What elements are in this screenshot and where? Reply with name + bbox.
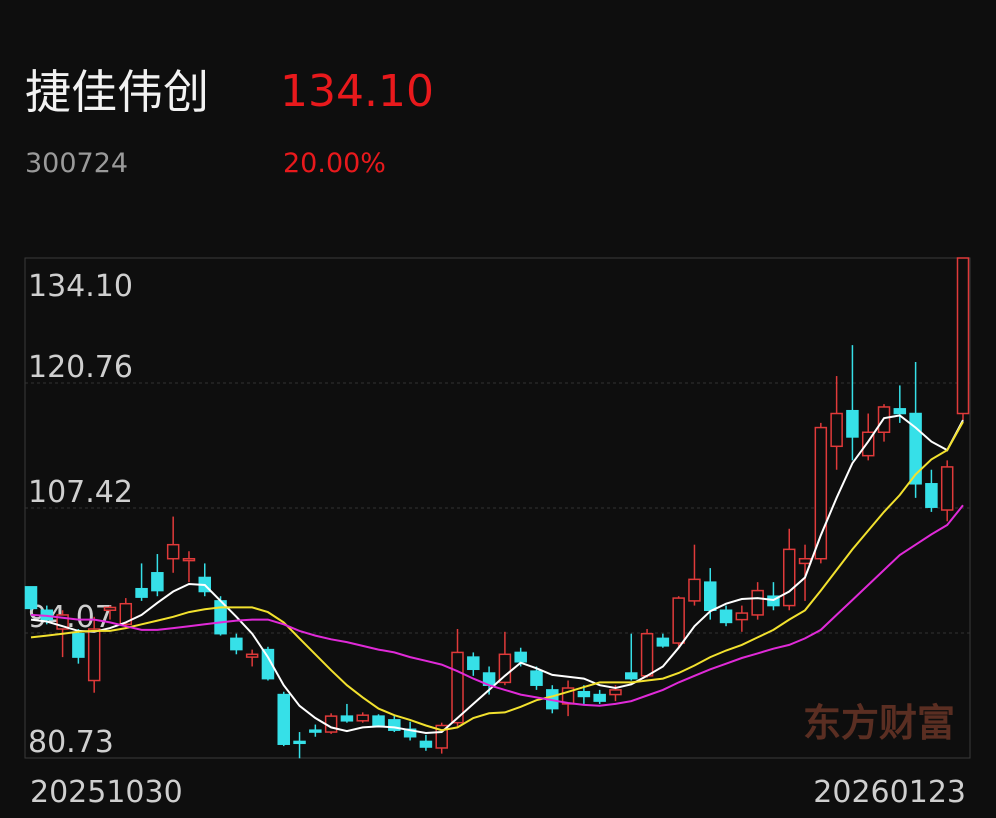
candle-body xyxy=(340,715,354,722)
candle-body xyxy=(103,606,117,612)
candle-body xyxy=(498,653,512,684)
candle-body xyxy=(151,572,164,592)
candle-body xyxy=(609,689,622,696)
candle-body xyxy=(814,426,828,560)
candle-body xyxy=(593,693,606,702)
candle-body xyxy=(735,612,749,621)
candle-body xyxy=(940,466,954,511)
candle-body xyxy=(640,632,654,677)
candle-body xyxy=(245,653,259,658)
candle-body xyxy=(372,715,385,727)
candle-body xyxy=(846,409,859,438)
candle-body xyxy=(704,581,717,612)
candle-body xyxy=(56,614,69,630)
stock-name: 捷佳伟创 xyxy=(25,65,209,119)
y-tick-label: 80.73 xyxy=(28,725,114,760)
candle-body xyxy=(719,609,733,624)
x-tick-label: 20251030 xyxy=(30,775,183,810)
candle-body xyxy=(782,548,796,607)
candle-body xyxy=(230,637,243,651)
candle-body xyxy=(830,412,843,448)
moving-average-line xyxy=(30,421,964,732)
candle-body xyxy=(530,670,543,686)
candle-body xyxy=(388,719,401,731)
candle-body xyxy=(625,672,638,680)
candle-body xyxy=(261,648,275,680)
y-tick-label: 120.76 xyxy=(28,350,133,385)
candle-body xyxy=(309,729,322,733)
candle-body xyxy=(135,587,148,598)
candle-body xyxy=(956,257,970,415)
candle-body xyxy=(656,637,670,647)
candle-body xyxy=(467,656,480,671)
moving-average-line xyxy=(30,414,964,735)
candle-body xyxy=(861,431,875,457)
x-tick-label: 20260123 xyxy=(813,775,966,810)
candle-body xyxy=(577,691,591,698)
candle-body xyxy=(182,557,196,562)
watermark: 东方财富 xyxy=(803,701,955,745)
candle-body xyxy=(24,586,38,610)
stock-change: 20.00% xyxy=(283,148,386,179)
candle-body xyxy=(451,651,464,724)
candle-body xyxy=(119,602,133,626)
candle-body xyxy=(72,632,85,658)
candle-body xyxy=(277,693,290,745)
candle-body xyxy=(672,597,685,644)
stock-price: 134.10 xyxy=(280,66,434,117)
candle-body xyxy=(356,714,369,722)
candle-body xyxy=(87,628,101,682)
candle-body xyxy=(925,483,938,508)
candle-body xyxy=(893,408,907,415)
candle-body xyxy=(751,589,764,616)
stock-code: 300724 xyxy=(25,148,128,179)
candle-body xyxy=(419,740,433,748)
candle-body xyxy=(293,740,306,745)
candle-body xyxy=(688,578,701,602)
candle-body xyxy=(166,543,180,560)
y-tick-label: 107.42 xyxy=(28,475,133,510)
moving-average-line xyxy=(30,504,964,707)
candle-body xyxy=(798,557,812,565)
candle-body xyxy=(435,724,448,749)
y-tick-label: 134.10 xyxy=(28,269,133,304)
candle-body xyxy=(909,412,922,485)
candle-body xyxy=(514,651,527,663)
